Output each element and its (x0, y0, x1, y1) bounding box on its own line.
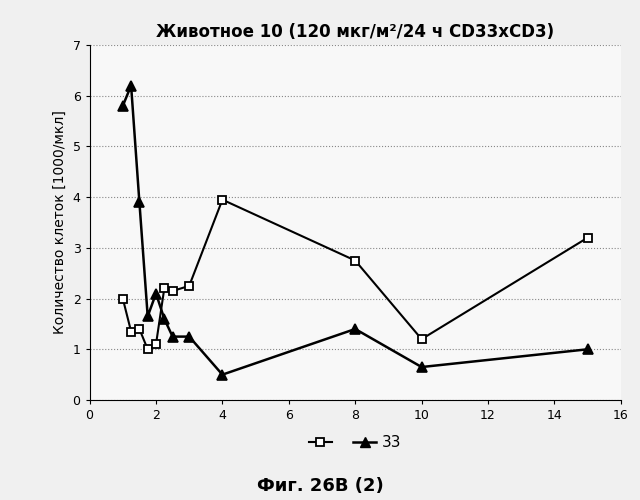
Legend: , 33: , 33 (303, 429, 408, 456)
Title: Животное 10 (120 мкг/м²/24 ч CD33xCD3): Животное 10 (120 мкг/м²/24 ч CD33xCD3) (156, 22, 554, 40)
Text: Фиг. 26В (2): Фиг. 26В (2) (257, 477, 383, 495)
Y-axis label: Количество клеток [1000/мкл]: Количество клеток [1000/мкл] (53, 110, 67, 334)
